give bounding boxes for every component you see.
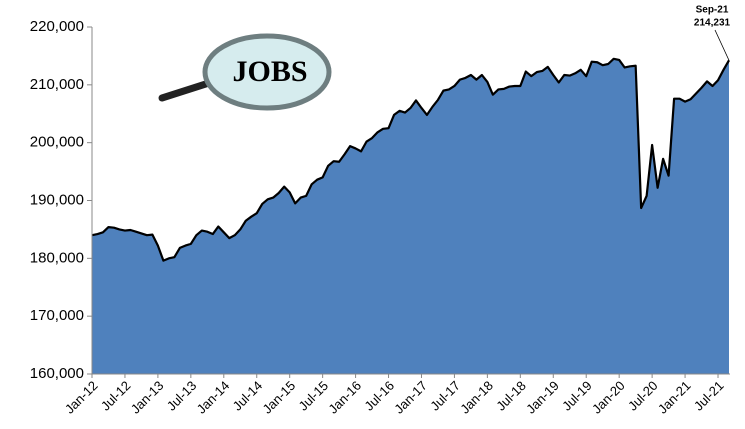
x-tick-label: Jul-14 — [230, 378, 266, 414]
y-tick-label: 170,000 — [30, 307, 84, 324]
y-tick-label: 220,000 — [30, 18, 84, 35]
y-tick-label: 210,000 — [30, 76, 84, 93]
annotation-leader — [714, 29, 730, 61]
x-tick-label: Jan-14 — [194, 378, 233, 417]
y-tick-label: 180,000 — [30, 249, 84, 266]
x-tick-label: Jan-15 — [260, 378, 299, 417]
annotation-label: Sep-21 — [696, 5, 729, 16]
x-tick-label: Jul-21 — [691, 378, 727, 414]
x-tick-label: Jul-15 — [296, 378, 332, 414]
x-tick-label: Jan-17 — [391, 378, 430, 417]
x-tick-label: Jan-12 — [62, 378, 101, 417]
x-tick-label: Jul-16 — [361, 378, 397, 414]
logo-text: JOBS — [232, 55, 307, 88]
x-tick-label: Jan-21 — [655, 378, 694, 417]
x-tick-label: Jan-18 — [457, 378, 496, 417]
x-tick-label: Jul-20 — [625, 378, 661, 414]
x-tick-label: Jul-17 — [427, 378, 463, 414]
area-fill — [92, 58, 729, 375]
y-tick-label: 190,000 — [30, 191, 84, 208]
y-tick-label: 160,000 — [30, 365, 84, 382]
y-tick-label: 200,000 — [30, 134, 84, 151]
x-tick-label: Jul-19 — [559, 378, 595, 414]
area-line — [91, 57, 730, 262]
value-label: 214,231 — [694, 18, 731, 29]
jobs-logo: JOBS — [158, 27, 340, 111]
logo-handle — [158, 78, 216, 102]
logo-lens — [202, 33, 332, 111]
x-tick-label: Jul-13 — [164, 378, 200, 414]
x-tick-label: Jan-13 — [128, 378, 167, 417]
x-tick-label: Jul-18 — [493, 378, 529, 414]
x-tick-label: Jan-20 — [589, 378, 628, 417]
x-tick-label: Jan-19 — [523, 378, 562, 417]
x-tick-label: Jul-12 — [98, 378, 134, 414]
x-tick-label: Jan-16 — [325, 378, 364, 417]
